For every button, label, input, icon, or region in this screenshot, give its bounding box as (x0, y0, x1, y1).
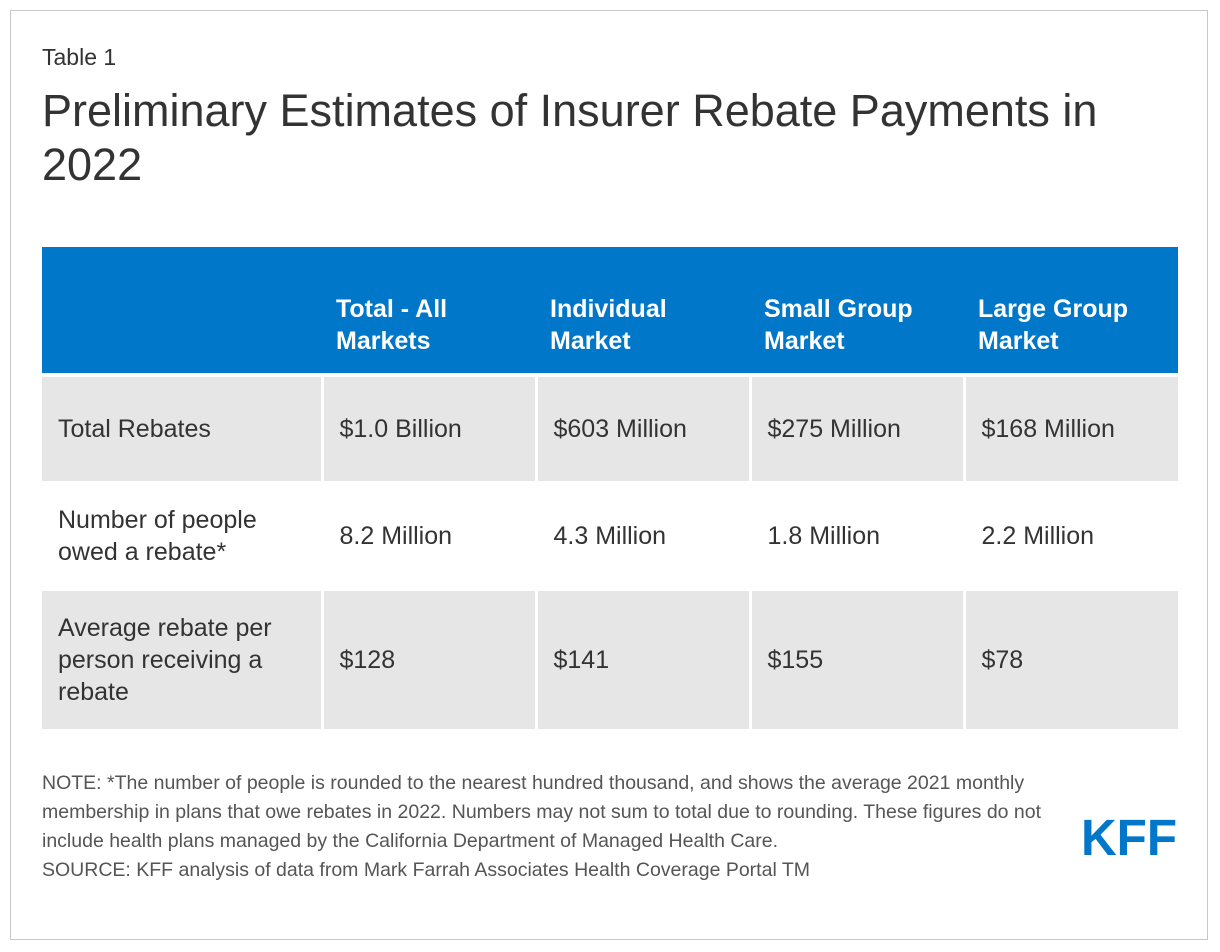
row-label: Average rebate per person receiving a re… (42, 587, 322, 729)
table-cell: 8.2 Million (320, 481, 536, 589)
note-text: NOTE: *The number of people is rounded t… (42, 772, 1042, 852)
logo-wordmark: KFF (1081, 815, 1177, 857)
page-title: Preliminary Estimates of Insurer Rebate … (42, 85, 1098, 190)
table-cell: $141 (534, 587, 750, 729)
footnote: NOTE: *The number of people is rounded t… (42, 769, 1042, 885)
table-cell: $1.0 Billion (320, 373, 536, 483)
table-row: Number of people owed a rebate* 8.2 Mill… (42, 481, 1178, 589)
table-label: Table 1 (42, 44, 117, 70)
header-cell-small-group: Small Group Market (750, 247, 964, 375)
table-header-row: Total - All Markets Individual Market Sm… (42, 247, 1178, 375)
header-cell-total: Total - All Markets (322, 247, 536, 375)
table-cell: 2.2 Million (962, 481, 1178, 589)
table-cell: $78 (962, 587, 1178, 729)
row-label: Total Rebates (42, 373, 322, 483)
table-cell: $128 (320, 587, 536, 729)
table-cell: $168 Million (962, 373, 1178, 483)
table-cell: 1.8 Million (748, 481, 964, 589)
header-cell-individual: Individual Market (536, 247, 750, 375)
table-cell: $603 Million (534, 373, 750, 483)
table-cell: $275 Million (748, 373, 964, 483)
header-cell-large-group: Large Group Market (964, 247, 1178, 375)
table-cell: 4.3 Million (534, 481, 750, 589)
table-row: Total Rebates $1.0 Billion $603 Million … (42, 373, 1178, 483)
kff-logo: KFF (1081, 815, 1177, 857)
row-label: Number of people owed a rebate* (42, 481, 322, 589)
header-cell-empty (42, 247, 322, 375)
source-text: SOURCE: KFF analysis of data from Mark F… (42, 859, 810, 881)
rebate-table: Total - All Markets Individual Market Sm… (42, 247, 1178, 729)
table-cell: $155 (748, 587, 964, 729)
table-row: Average rebate per person receiving a re… (42, 587, 1178, 729)
